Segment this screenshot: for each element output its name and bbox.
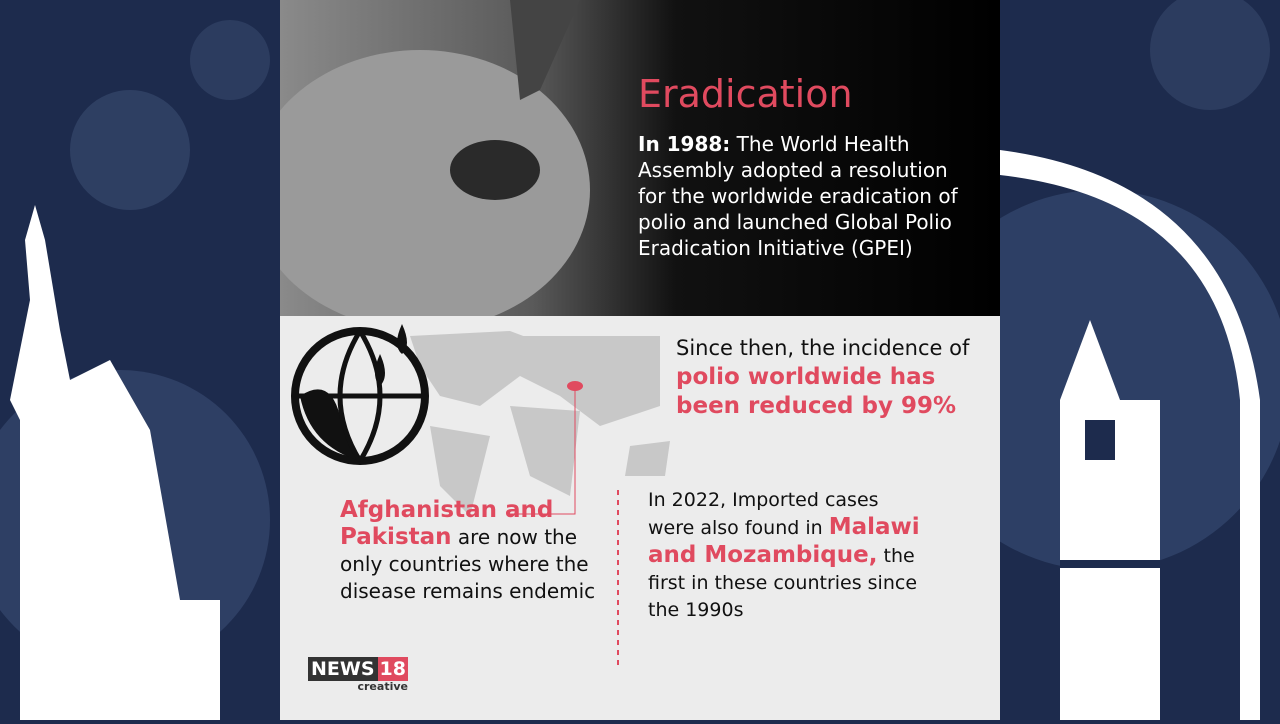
fact-highlight: Malawi and Mozambique, [648,514,920,568]
intro-lead: In 1988: [638,132,731,156]
fact-text: the first in these countries since the 1… [648,545,918,621]
logo: NEWS 18 creative [308,657,408,693]
logo-brand: NEWS [308,657,378,681]
fact-text: In 2022, Imported cases were also found … [648,489,879,539]
title: Eradication [638,72,853,116]
fact-text: are now the only countries where the dis… [340,525,596,603]
logo-sub: creative [357,680,408,693]
photo-art [250,0,590,330]
fact-2: Afghanistan and Pakistan are now the onl… [340,497,600,605]
logo-number: 18 [377,657,408,681]
intro-text: The World Health Assembly adopted a reso… [638,132,958,260]
fact-text: Since then, the incidence of [676,336,970,360]
fact-3: In 2022, Imported cases were also found … [648,487,928,624]
map-art [291,324,670,666]
fact-1: Since then, the incidence of polio world… [676,334,976,421]
photo-panel [250,0,1000,330]
intro: In 1988: The World Health Assembly adopt… [638,131,958,261]
fact-highlight: Afghanistan and Pakistan [340,497,554,550]
fact-highlight: polio worldwide has been reduced by 99% [676,364,957,419]
info-panel [280,316,1000,720]
